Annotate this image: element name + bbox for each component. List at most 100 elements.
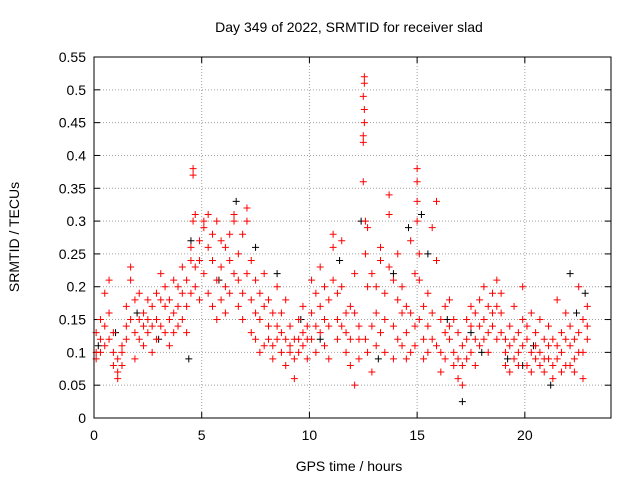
series-red-point <box>510 335 518 343</box>
series-black-point <box>316 335 324 343</box>
series-red-point <box>489 322 497 330</box>
series-black-point <box>573 309 581 317</box>
series-red-point <box>420 302 428 310</box>
series-red-point <box>428 335 436 343</box>
series-red-point <box>381 316 389 324</box>
series-red-point <box>148 302 156 310</box>
series-red-point <box>553 342 561 350</box>
series-red-point <box>355 355 363 363</box>
series-red-point <box>269 309 277 317</box>
series-red-point <box>226 230 234 238</box>
series-red-point <box>514 348 522 356</box>
series-red-point <box>545 342 553 350</box>
y-tick-label: 0.3 <box>67 213 87 229</box>
series-red-point <box>553 296 561 304</box>
series-red-point <box>484 302 492 310</box>
series-red-point <box>140 342 148 350</box>
series-red-point <box>329 243 337 251</box>
x-tick-label: 15 <box>409 427 425 443</box>
series-black-point <box>94 342 102 350</box>
series-red-point <box>161 329 169 337</box>
series-red-point <box>433 256 441 264</box>
series-red-point <box>527 368 535 376</box>
series-red-point <box>290 355 298 363</box>
y-tick-label: 0 <box>78 410 86 426</box>
series-red-point <box>566 361 574 369</box>
series-red-point <box>174 322 182 330</box>
series-red-point <box>109 329 117 337</box>
series-red-point <box>217 296 225 304</box>
series-red-point <box>377 329 385 337</box>
series-red-point <box>230 211 238 219</box>
axis-ticks: 0 0.05 0.1 0.15 0.2 0.25 0.3 0.35 0.4 0.45 0.5 0.55… <box>59 49 611 443</box>
series-red-point <box>114 368 122 376</box>
series-red-point <box>264 335 272 343</box>
series-red-point <box>361 335 369 343</box>
series-red-point <box>411 270 419 278</box>
series-red-point <box>221 283 229 291</box>
series-red-point <box>277 348 285 356</box>
series-red-point <box>497 309 505 317</box>
series-red-point <box>413 197 421 205</box>
series-red-point <box>394 296 402 304</box>
series-red-point <box>165 316 173 324</box>
series-red-point <box>458 381 466 389</box>
series-red-point <box>562 309 570 317</box>
series-red-point <box>501 335 509 343</box>
series-red-point <box>338 322 346 330</box>
series-red-point <box>519 316 527 324</box>
series-red-point <box>583 302 591 310</box>
series-red-point <box>256 348 264 356</box>
series-red-point <box>381 348 389 356</box>
series-red-point <box>144 329 152 337</box>
series-red-point <box>527 348 535 356</box>
series-black-point <box>133 309 141 317</box>
series-red-point <box>260 270 268 278</box>
series-red-point <box>282 296 290 304</box>
series-red-point <box>364 224 372 232</box>
y-tick-label: 0.55 <box>59 49 86 65</box>
series-red-point <box>360 73 368 81</box>
series-red-point <box>200 217 208 225</box>
series-red-point <box>204 289 212 297</box>
series-red-point <box>420 335 428 343</box>
data-points <box>92 73 591 406</box>
series-red-point <box>385 211 393 219</box>
x-tick-label: 10 <box>302 427 318 443</box>
series-red-point <box>234 276 242 284</box>
series-red-point <box>411 322 419 330</box>
series-red-point <box>230 270 238 278</box>
series-red-point <box>351 309 359 317</box>
series-red-point <box>368 322 376 330</box>
series-red-point <box>122 335 130 343</box>
series-red-point <box>122 322 130 330</box>
series-red-point <box>320 283 328 291</box>
series-red-point <box>510 302 518 310</box>
series-red-point <box>243 270 251 278</box>
series-red-point <box>191 211 199 219</box>
series-red-point <box>437 316 445 324</box>
series-red-point <box>532 342 540 350</box>
series-red-point <box>463 355 471 363</box>
series-red-point <box>497 289 505 297</box>
series-red-point <box>131 329 139 337</box>
series-red-point <box>540 368 548 376</box>
series-red-point <box>402 302 410 310</box>
series-red-point <box>536 316 544 324</box>
series-red-point <box>152 316 160 324</box>
series-red-point <box>174 283 182 291</box>
series-red-point <box>532 355 540 363</box>
series-red-point <box>493 335 501 343</box>
series-red-point <box>140 309 148 317</box>
series-red-point <box>178 289 186 297</box>
series-red-point <box>454 329 462 337</box>
series-red-point <box>360 106 368 114</box>
series-red-point <box>101 322 109 330</box>
series-black-point <box>417 211 425 219</box>
series-red-point <box>127 276 135 284</box>
series-red-point <box>239 316 247 324</box>
series-red-point <box>553 355 561 363</box>
series-red-point <box>536 361 544 369</box>
series-red-point <box>157 322 165 330</box>
series-red-point <box>549 335 557 343</box>
